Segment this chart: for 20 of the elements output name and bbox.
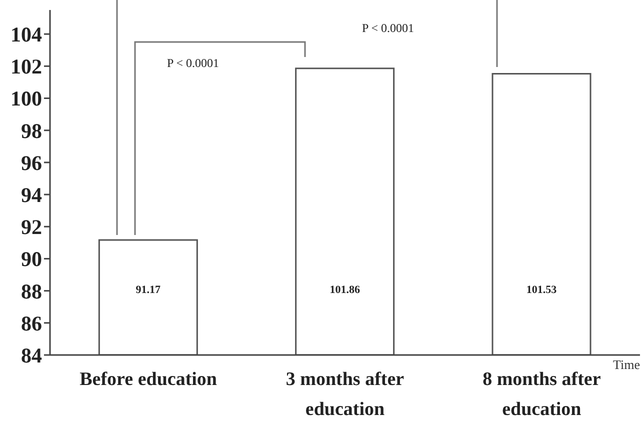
y-tick-label: 102 — [10, 54, 42, 79]
y-tick-label: 88 — [21, 279, 42, 304]
x-tick-label: 8 months after education — [482, 369, 602, 420]
data-label: 91.17 — [136, 284, 162, 296]
y-tick-label: 84 — [21, 343, 42, 368]
annotation: P < 0.0001 — [167, 56, 219, 70]
y-tick-label: 90 — [21, 247, 42, 272]
annotation: P < 0.0001 — [362, 21, 414, 35]
x-axis-title: Time — [613, 357, 640, 372]
y-tick-label: 86 — [21, 311, 42, 336]
data-label: 101.86 — [330, 284, 360, 296]
x-tick-label: Before education — [80, 369, 218, 390]
x-tick-label: 3 months after education — [286, 369, 405, 420]
y-tick-label: 92 — [21, 215, 42, 240]
y-tick-label: 96 — [21, 150, 42, 175]
y-tick-label: 100 — [10, 86, 42, 111]
y-tick-label: 104 — [10, 22, 42, 47]
data-label: 101.53 — [526, 284, 558, 296]
y-tick-label: 98 — [21, 118, 42, 143]
y-tick-label: 94 — [21, 182, 42, 207]
